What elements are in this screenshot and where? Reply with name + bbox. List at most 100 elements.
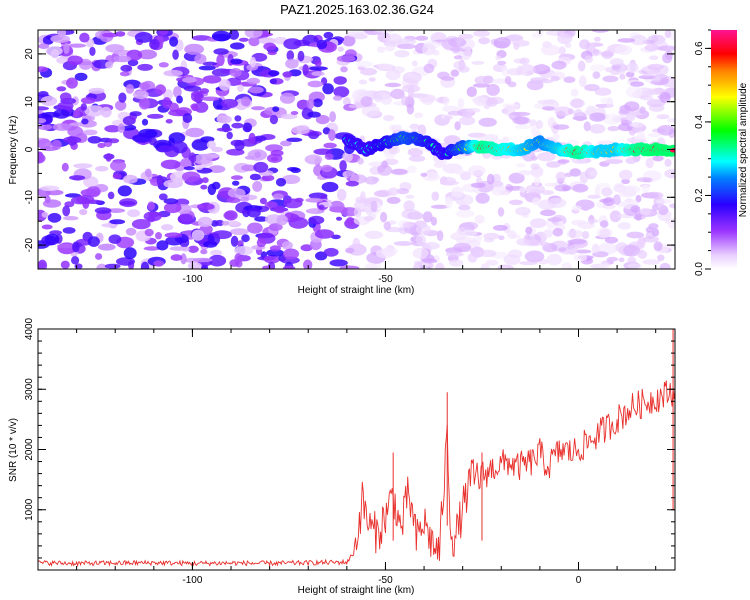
spectrogram-blob: [329, 111, 336, 123]
spectrogram-blob: [108, 138, 120, 144]
spectrogram-blob: [323, 142, 337, 149]
spectrogram-blob: [603, 159, 623, 164]
spectrogram-blob: [594, 87, 612, 96]
spectrogram-blob: [417, 124, 427, 136]
spectrogram-blob: [38, 118, 47, 124]
spectrogram-blob: [365, 207, 373, 216]
spectrogram-blob: [269, 78, 277, 85]
spectrogram-blob: [444, 115, 453, 120]
spectrogram-blob: [474, 75, 490, 85]
spectrogram-blob: [244, 155, 255, 160]
spectrogram-blob: [321, 181, 339, 193]
colorbar-gradient: [711, 30, 737, 269]
spectrogram-blob: [234, 245, 254, 256]
spectrogram-blob: [229, 68, 242, 77]
spectrogram-blob: [328, 129, 336, 141]
spectrogram-blob: [115, 31, 126, 37]
spectrogram-blob: [313, 148, 333, 155]
spectrogram-blob: [73, 163, 93, 169]
spectrogram-blob: [594, 36, 601, 42]
spectrogram-blob: [356, 60, 373, 68]
spectrogram-blob: [410, 212, 423, 220]
spectrogram-blob: [105, 153, 112, 162]
spectrogram-blob: [336, 188, 347, 201]
colorbar: 0.0 0.2 0.4 0.6 Normalized spectral amplitu…: [694, 29, 749, 276]
snr-plot-area: [38, 329, 675, 570]
spectrogram-blob: [458, 66, 470, 73]
spectrogram-blob: [155, 84, 166, 95]
spectrogram-blob: [163, 69, 183, 77]
spectrogram-blob: [440, 76, 455, 81]
spectrogram-xlabel: Height of straight line (km): [298, 285, 415, 296]
spectrogram-blob: [573, 254, 588, 262]
spectrogram-blob: [621, 119, 632, 126]
spectrogram-blob: [125, 227, 137, 236]
spectrogram-blob: [71, 256, 80, 265]
spectrogram-blob: [345, 49, 357, 58]
spectrogram-blob: [172, 49, 179, 60]
spectrogram-blob: [567, 248, 579, 253]
spectrogram-blob: [307, 208, 319, 214]
spectrogram-blob: [170, 254, 183, 261]
spectrogram-blob: [470, 182, 486, 188]
spectrogram-blob: [308, 66, 328, 71]
spectrogram-blob: [181, 171, 201, 183]
spectrogram-blob: [407, 86, 415, 98]
spectrogram-blob: [269, 114, 278, 125]
spectrogram-blob: [95, 253, 103, 260]
spectrogram-blob: [525, 226, 533, 235]
spectrogram-blob: [374, 93, 383, 103]
spectrogram-blob: [101, 223, 117, 228]
spectrogram-blob: [445, 251, 464, 257]
spectrogram-blob: [572, 116, 588, 121]
spectrogram-blob: [231, 122, 244, 129]
spectrogram-blob: [600, 97, 610, 104]
spectrogram-blob: [602, 197, 616, 206]
spectrogram-blob: [386, 196, 401, 204]
spectrogram-blob: [262, 265, 273, 269]
spectrogram-blob: [492, 224, 508, 231]
spectrogram-blob: [59, 92, 72, 102]
spectrogram-blob: [475, 192, 490, 204]
ridge-core: [669, 148, 675, 153]
spectrogram-blob: [199, 88, 210, 94]
spectrogram-blob: [110, 160, 126, 172]
snr-ytick-label: 4000: [24, 317, 35, 340]
spectrogram-blob: [342, 35, 356, 47]
spectrogram-blob: [220, 98, 239, 109]
spectrogram-blob: [553, 124, 570, 130]
spectrogram-blob: [629, 139, 648, 144]
spectrogram-blob: [648, 223, 659, 230]
spectrogram-blob: [57, 101, 74, 111]
spectrogram-blob: [577, 60, 586, 72]
spectrogram-blob: [120, 64, 133, 72]
spectrogram-ytick-label: 10: [24, 96, 35, 108]
spectrogram-blob: [141, 118, 149, 126]
spectrogram-blob: [300, 244, 313, 252]
spectrogram-blob: [332, 95, 343, 101]
spectrogram-blob: [156, 174, 164, 187]
spectrogram-blob: [657, 45, 675, 52]
spectrogram-blob: [246, 77, 261, 85]
spectrogram-blob: [187, 262, 202, 269]
spectrogram-blob: [168, 132, 186, 144]
spectrogram-blob: [241, 164, 257, 172]
spectrogram-blob: [435, 262, 445, 269]
spectrogram-blob: [62, 227, 76, 234]
spectrogram-blob: [422, 258, 438, 264]
spectrogram-blob: [368, 77, 376, 82]
spectrogram-blob: [137, 49, 157, 60]
spectrogram-blob: [396, 188, 410, 195]
spectrogram-blob: [606, 256, 619, 262]
spectrogram-blob: [442, 96, 450, 106]
spectrogram-blob: [238, 37, 249, 42]
spectrogram-blob: [360, 67, 378, 76]
spectrogram-blob: [221, 220, 230, 226]
spectrogram-blob: [625, 71, 635, 78]
spectrogram-blob: [645, 157, 654, 169]
spectrogram-blob: [581, 231, 590, 239]
spectrogram-blob: [589, 112, 606, 122]
spectrogram-blob: [339, 160, 347, 172]
spectrogram-blob: [370, 200, 378, 212]
